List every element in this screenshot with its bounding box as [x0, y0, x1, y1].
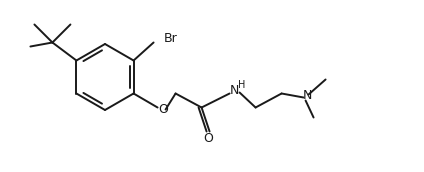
Text: O: O	[159, 103, 168, 116]
Text: H: H	[238, 79, 245, 89]
Text: Br: Br	[164, 32, 177, 45]
Text: N: N	[303, 89, 312, 102]
Text: N: N	[230, 84, 239, 97]
Text: O: O	[204, 132, 214, 145]
